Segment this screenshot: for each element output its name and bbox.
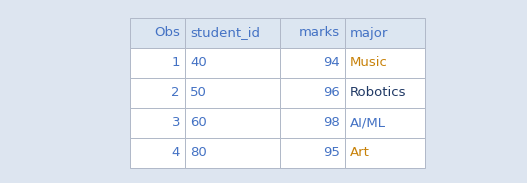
Bar	[345, 18, 425, 48]
Bar	[345, 48, 425, 78]
Bar	[345, 108, 425, 138]
Text: student_id: student_id	[190, 27, 260, 40]
Bar	[185, 78, 280, 108]
Bar	[280, 48, 345, 78]
Bar	[345, 138, 425, 168]
Bar	[130, 78, 185, 108]
Text: 94: 94	[323, 57, 340, 70]
Text: 4: 4	[172, 147, 180, 160]
Bar	[345, 78, 425, 108]
Bar	[280, 138, 345, 168]
Text: 98: 98	[323, 117, 340, 130]
Bar	[280, 78, 345, 108]
Text: AI/ML: AI/ML	[350, 117, 386, 130]
Text: 60: 60	[190, 117, 207, 130]
Text: 1: 1	[171, 57, 180, 70]
Text: Art: Art	[350, 147, 370, 160]
Text: 3: 3	[171, 117, 180, 130]
Text: marks: marks	[299, 27, 340, 40]
Bar	[130, 108, 185, 138]
Text: Robotics: Robotics	[350, 87, 406, 100]
Text: 95: 95	[323, 147, 340, 160]
Bar	[130, 138, 185, 168]
Text: 80: 80	[190, 147, 207, 160]
Bar	[130, 48, 185, 78]
Text: Obs: Obs	[154, 27, 180, 40]
Text: major: major	[350, 27, 388, 40]
Bar	[185, 108, 280, 138]
Bar	[130, 18, 185, 48]
Text: Music: Music	[350, 57, 388, 70]
Text: 96: 96	[323, 87, 340, 100]
Bar	[185, 48, 280, 78]
Bar	[280, 108, 345, 138]
Text: 50: 50	[190, 87, 207, 100]
Bar	[185, 138, 280, 168]
Bar	[280, 18, 345, 48]
Bar	[185, 18, 280, 48]
Text: 40: 40	[190, 57, 207, 70]
Text: 2: 2	[171, 87, 180, 100]
